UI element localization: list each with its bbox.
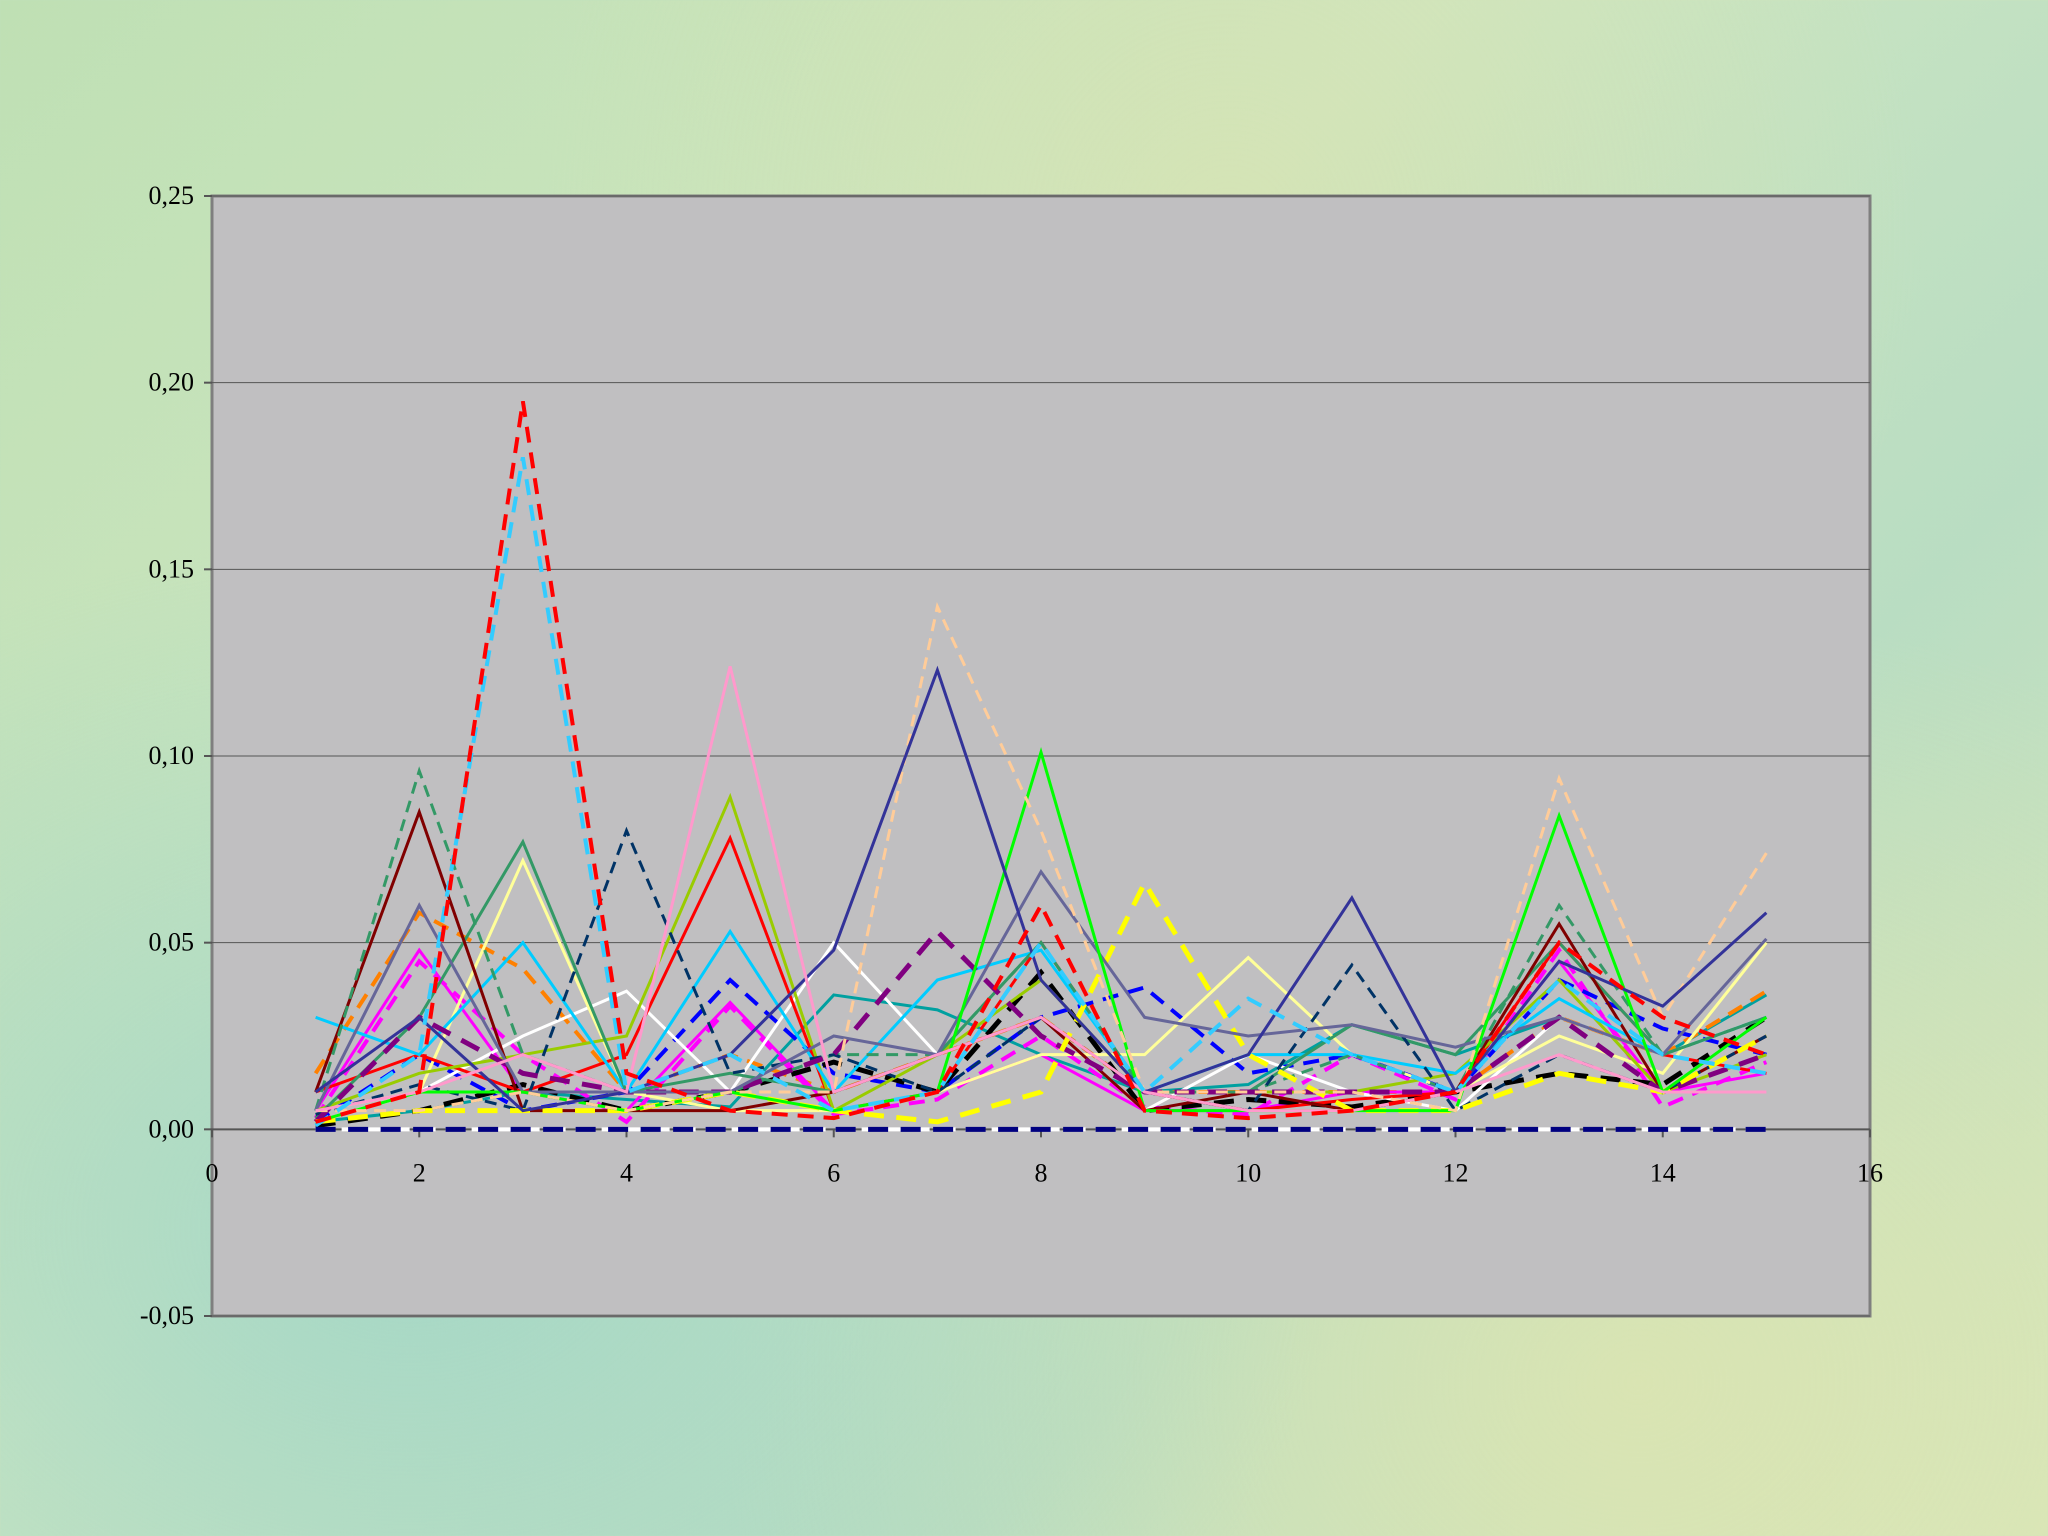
y-tick-label: 0,20: [149, 368, 195, 397]
y-tick-label: 0,15: [149, 554, 195, 583]
x-tick-label: 2: [413, 1158, 426, 1187]
y-tick-label: 0,10: [149, 741, 195, 770]
series-line: [314, 868, 1768, 1112]
x-tick-label: 10: [1235, 1158, 1261, 1187]
series-line: [314, 456, 1767, 1128]
x-tick-label: 16: [1857, 1158, 1883, 1187]
series-line: [313, 927, 1768, 1124]
y-tick-label: -0,05: [140, 1301, 194, 1330]
x-tick-label: 6: [827, 1158, 840, 1187]
y-tick-label: 0,00: [149, 1114, 195, 1143]
series-line: [315, 601, 1768, 1113]
series-line: [315, 666, 1767, 1113]
x-tick-label: 12: [1443, 1158, 1469, 1187]
y-tick-label: 0,25: [149, 181, 195, 210]
series-line: [315, 856, 1768, 1113]
series-line: [315, 401, 1768, 1124]
x-tick-label: 14: [1650, 1158, 1676, 1187]
x-tick-label: 0: [206, 1158, 219, 1187]
series-line: [315, 877, 1768, 1125]
x-tick-label: 8: [1035, 1158, 1048, 1187]
series-line: [314, 665, 1768, 1113]
x-tick-label: 4: [620, 1158, 633, 1187]
series-line: [315, 928, 1767, 1095]
y-tick-label: 0,05: [149, 928, 195, 957]
